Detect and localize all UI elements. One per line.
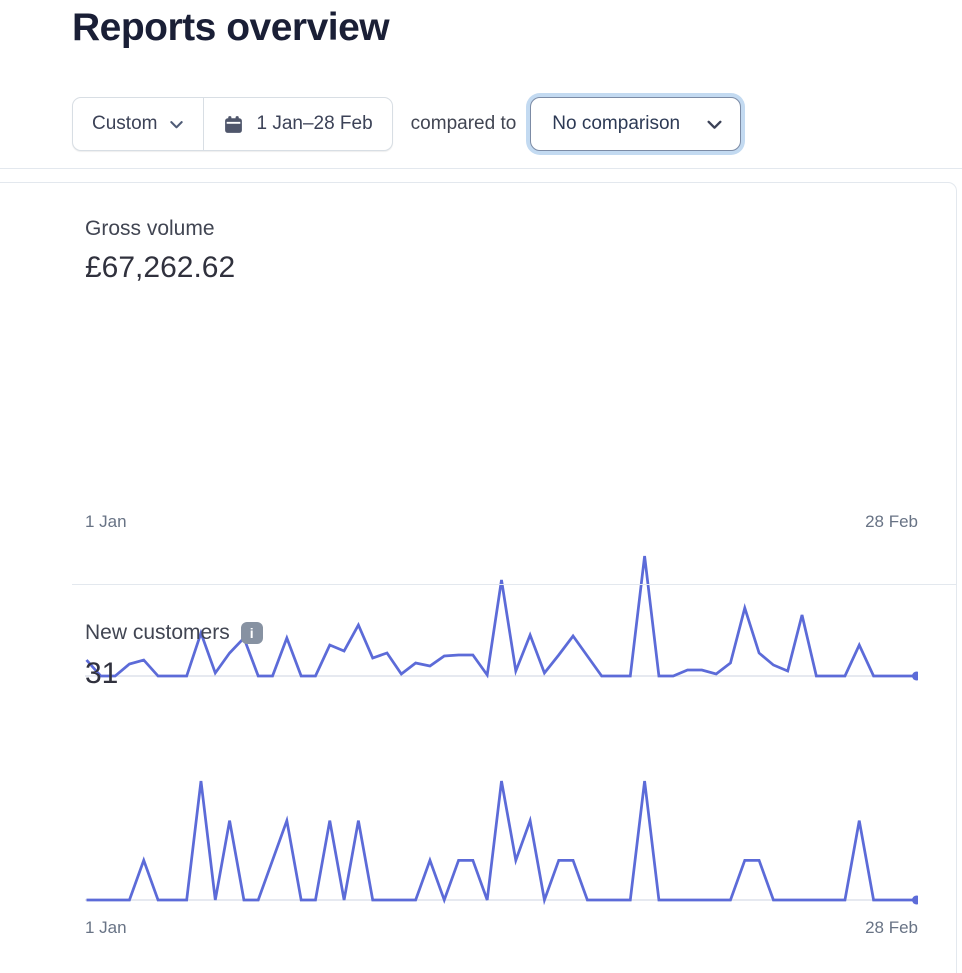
group-divider [203,98,205,150]
chart-end-dot [912,895,918,905]
comparison-select[interactable]: No comparison [530,97,742,151]
section-divider [72,584,956,585]
x-axis-start-label: 1 Jan [85,918,127,937]
date-filter-group: Custom 1 Jan–28 Feb [72,97,393,151]
new-customers-line [86,780,917,906]
gross-volume-line [85,555,917,679]
toolbar-divider [0,168,962,169]
gross-volume-header: Gross volume [85,217,215,241]
new-customers-header: New customers i [85,621,263,645]
page-title: Reports overview [72,6,390,49]
reports-overview-card: Gross volume £67,262.62 1 Jan 28 Feb New… [0,182,957,973]
gross-volume-value: £67,262.62 [85,251,236,284]
date-range-type-dropdown[interactable]: Custom [73,98,203,150]
chart-end-dot [912,671,918,681]
x-axis-start-label: 1 Jan [85,512,127,531]
new-customers-x-axis: 1 Jan 28 Feb [85,918,918,938]
filters-toolbar: Custom 1 Jan–28 Feb compared to No compa… [72,97,742,151]
chevron-down-icon [707,120,722,129]
compared-to-label: compared to [410,113,517,134]
chevron-down-icon [170,120,184,128]
new-customers-chart[interactable] [85,773,918,907]
new-customers-title: New customers [85,621,230,644]
gross-volume-x-axis: 1 Jan 28 Feb [85,512,918,532]
date-range-type-label: Custom [92,113,158,134]
date-range-label: 1 Jan–28 Feb [256,113,373,134]
new-customers-value: 31 [85,657,119,690]
calendar-icon [225,115,243,133]
x-axis-end-label: 28 Feb [865,918,918,937]
gross-volume-title: Gross volume [85,217,215,240]
info-icon[interactable]: i [240,622,263,644]
date-range-picker-button[interactable]: 1 Jan–28 Feb [204,98,391,150]
gross-volume-chart[interactable] [85,551,918,683]
x-axis-end-label: 28 Feb [865,512,918,531]
comparison-selected-value: No comparison [552,113,681,134]
